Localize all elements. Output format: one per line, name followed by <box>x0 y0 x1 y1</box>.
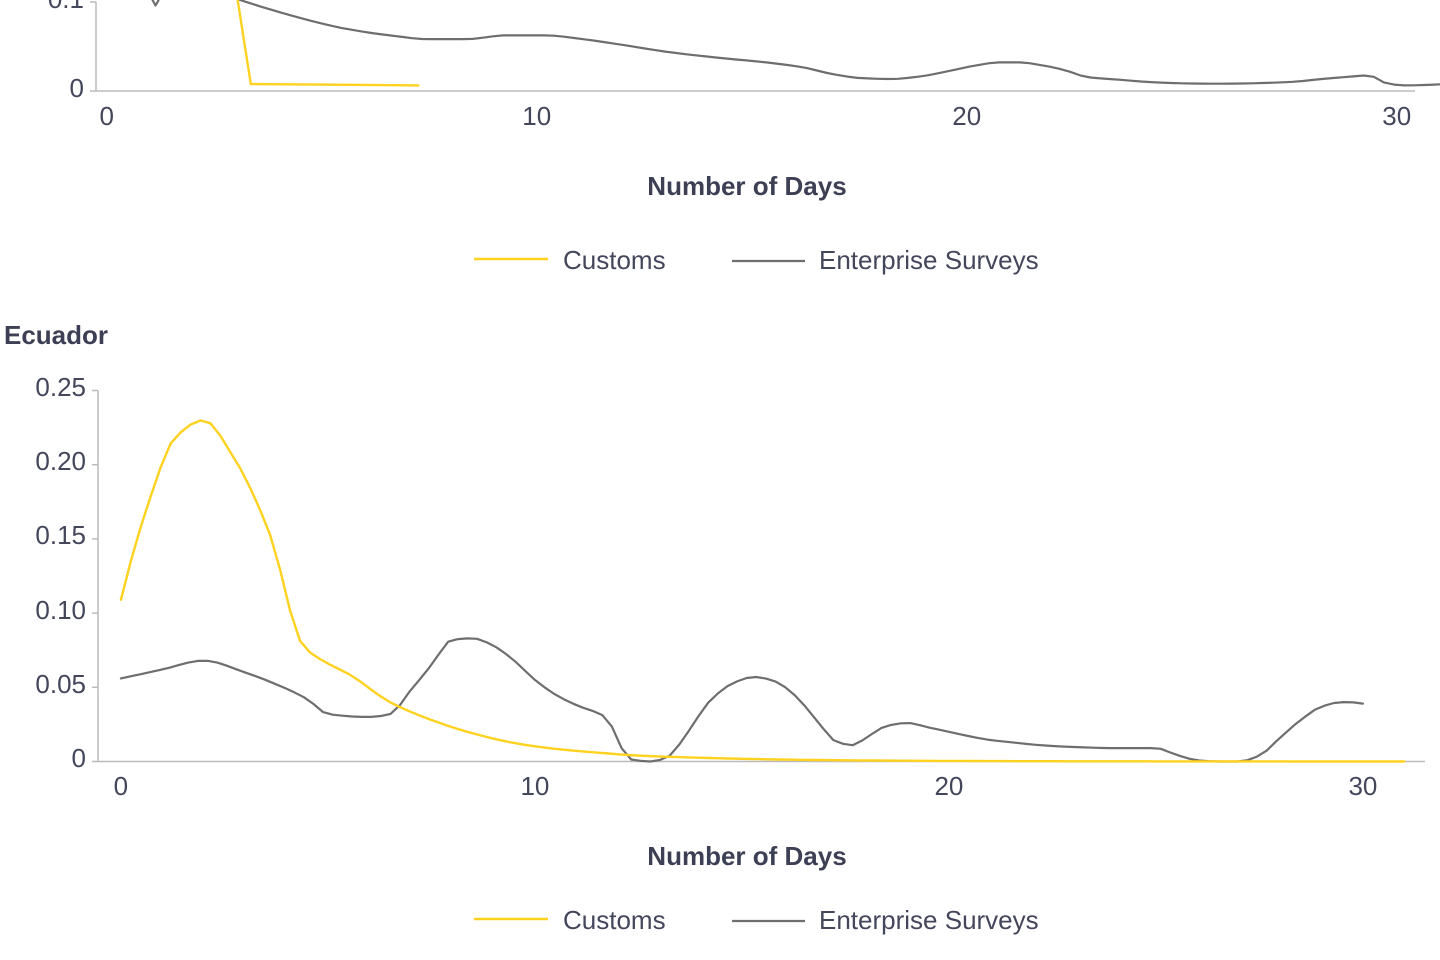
svg-text:10: 10 <box>520 771 549 801</box>
svg-text:Enterprise Surveys: Enterprise Surveys <box>819 905 1039 935</box>
svg-text:Customs: Customs <box>563 905 666 935</box>
svg-text:0.05: 0.05 <box>35 669 86 699</box>
svg-text:Ecuador: Ecuador <box>4 320 108 350</box>
svg-text:Number of Days: Number of Days <box>647 841 846 871</box>
svg-text:0: 0 <box>70 73 84 103</box>
svg-text:0.1: 0.1 <box>48 0 84 14</box>
svg-text:20: 20 <box>952 101 981 131</box>
svg-text:0.10: 0.10 <box>35 595 86 625</box>
svg-text:20: 20 <box>934 771 963 801</box>
svg-text:0.15: 0.15 <box>35 520 86 550</box>
svg-text:30: 30 <box>1382 101 1411 131</box>
svg-text:Customs: Customs <box>563 245 666 275</box>
svg-text:30: 30 <box>1348 771 1377 801</box>
svg-text:Number of Days: Number of Days <box>647 171 846 201</box>
svg-text:0.20: 0.20 <box>35 446 86 476</box>
svg-text:10: 10 <box>522 101 551 131</box>
svg-text:0: 0 <box>99 101 113 131</box>
svg-text:Enterprise Surveys: Enterprise Surveys <box>819 245 1039 275</box>
svg-text:0: 0 <box>114 771 128 801</box>
svg-text:0: 0 <box>72 743 86 773</box>
svg-text:0.25: 0.25 <box>35 372 86 402</box>
